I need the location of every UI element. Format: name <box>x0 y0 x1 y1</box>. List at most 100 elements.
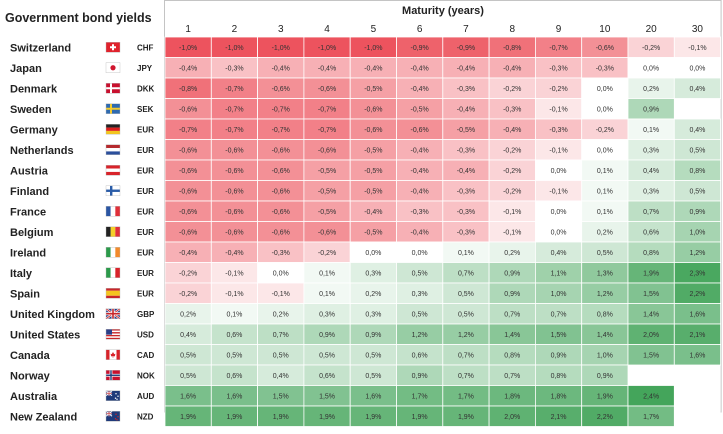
cell-value-label: -0,2% <box>503 188 521 195</box>
cell-value-label: 0,7% <box>458 352 474 359</box>
cell-value-label: -0,6% <box>272 86 290 93</box>
united-states-flag-icon <box>105 329 121 340</box>
cell-value-label: -0,4% <box>318 65 336 72</box>
cell-value-label: -0,6% <box>318 147 336 154</box>
cell-value-label: -0,7% <box>272 127 290 134</box>
cell-value-label: 0,1% <box>319 270 335 277</box>
cell-value-label: 0,5% <box>412 311 428 318</box>
australia-flag-icon <box>105 390 121 401</box>
currency-label: NZD <box>137 412 154 421</box>
cell-value-label: -0,3% <box>457 188 475 195</box>
x-tick-label: 20 <box>646 24 658 35</box>
heatmap-cell-empty <box>674 98 721 119</box>
cell-value-label: -0,6% <box>225 168 243 175</box>
cell-value-label: 1,9% <box>412 414 428 421</box>
cell-value-label: 0,5% <box>273 352 289 359</box>
x-tick-label: 30 <box>692 24 704 35</box>
cell-value-label: 0,0% <box>643 65 659 72</box>
cell-value-label: 0,2% <box>365 291 381 298</box>
currency-label: AUD <box>137 392 155 401</box>
cell-value-label: 2,2% <box>597 414 613 421</box>
cell-value-label: 0,0% <box>597 147 613 154</box>
sweden-flag-icon <box>105 103 121 114</box>
cell-value-label: -0,5% <box>364 86 382 93</box>
cell-value-label: -0,1% <box>503 209 521 216</box>
cell-value-label: -0,3% <box>549 65 567 72</box>
norway-flag-icon <box>105 370 121 381</box>
country-label: Norway <box>10 370 51 382</box>
cell-value-label: 1,6% <box>689 311 705 318</box>
cell-value-label: 1,2% <box>689 250 705 257</box>
cell-value-label: 0,8% <box>689 168 705 175</box>
cell-value-label: 0,0% <box>412 250 428 257</box>
cell-value-label: 1,4% <box>504 332 520 339</box>
cell-value-label: -0,3% <box>457 229 475 236</box>
cell-value-label: 0,7% <box>504 373 520 380</box>
cell-value-label: 0,0% <box>597 86 613 93</box>
cell-value-label: 0,1% <box>643 127 659 134</box>
cell-value-label: -0,4% <box>364 209 382 216</box>
cell-value-label: 0,0% <box>551 229 567 236</box>
cell-value-label: -0,1% <box>688 45 706 52</box>
cell-value-label: -0,5% <box>457 127 475 134</box>
x-tick-label: 10 <box>599 24 611 35</box>
cell-value-label: 0,5% <box>365 352 381 359</box>
cell-value-label: -0,6% <box>179 147 197 154</box>
cell-value-label: 2,1% <box>689 332 705 339</box>
cell-value-label: -0,4% <box>457 106 475 113</box>
cell-value-label: 1,6% <box>226 393 242 400</box>
cell-value-label: 1,6% <box>689 352 705 359</box>
italy-flag-icon <box>105 267 121 278</box>
cell-value-label: -0,5% <box>364 229 382 236</box>
cell-value-label: -1,0% <box>318 45 336 52</box>
currency-label: EUR <box>137 248 154 257</box>
cell-value-label: -0,2% <box>179 270 197 277</box>
currency-label: EUR <box>137 207 154 216</box>
cell-value-label: -0,3% <box>457 147 475 154</box>
cell-value-label: -0,4% <box>179 250 197 257</box>
cell-value-label: 1,8% <box>504 393 520 400</box>
cell-value-label: 2,4% <box>643 393 659 400</box>
country-label: United States <box>10 329 80 341</box>
cell-value-label: -0,1% <box>272 291 290 298</box>
cell-value-label: -0,9% <box>457 45 475 52</box>
cell-value-label: -0,6% <box>225 229 243 236</box>
cell-value-label: -0,3% <box>549 127 567 134</box>
cell-value-label: 0,2% <box>597 229 613 236</box>
currency-label: CHF <box>137 43 154 52</box>
spain-flag-icon <box>105 288 121 299</box>
cell-value-label: 1,2% <box>412 332 428 339</box>
cell-value-label: -0,4% <box>272 65 290 72</box>
currency-label: USD <box>137 330 154 339</box>
cell-value-label: 1,9% <box>319 414 335 421</box>
currency-label: EUR <box>137 289 154 298</box>
cell-value-label: 0,1% <box>597 209 613 216</box>
cell-value-label: 0,5% <box>365 373 381 380</box>
cell-value-label: 1,5% <box>551 332 567 339</box>
cell-value-label: -0,2% <box>503 168 521 175</box>
cell-value-label: 0,4% <box>551 250 567 257</box>
cell-value-label: 1,5% <box>643 291 659 298</box>
cell-value-label: 1,9% <box>226 414 242 421</box>
cell-value-label: 0,0% <box>597 106 613 113</box>
cell-value-label: 1,9% <box>180 414 196 421</box>
ireland-flag-icon <box>105 247 121 258</box>
cell-value-label: 0,9% <box>412 373 428 380</box>
cell-value-label: 0,9% <box>551 352 567 359</box>
x-tick-label: 5 <box>371 24 377 35</box>
cell-value-label: -0,2% <box>179 291 197 298</box>
cell-value-label: -1,0% <box>364 45 382 52</box>
cell-value-label: -0,6% <box>179 168 197 175</box>
currency-label: CAD <box>137 351 155 360</box>
cell-value-label: 0,7% <box>458 270 474 277</box>
cell-value-label: -1,0% <box>179 45 197 52</box>
cell-value-label: -1,0% <box>225 45 243 52</box>
x-axis-label: Maturity (years) <box>402 5 484 17</box>
cell-value-label: -0,1% <box>225 291 243 298</box>
cell-value-label: 0,5% <box>180 352 196 359</box>
cell-value-label: -0,6% <box>411 127 429 134</box>
cell-value-label: -0,6% <box>225 147 243 154</box>
cell-value-label: 1,7% <box>458 393 474 400</box>
cell-value-label: -0,6% <box>179 106 197 113</box>
